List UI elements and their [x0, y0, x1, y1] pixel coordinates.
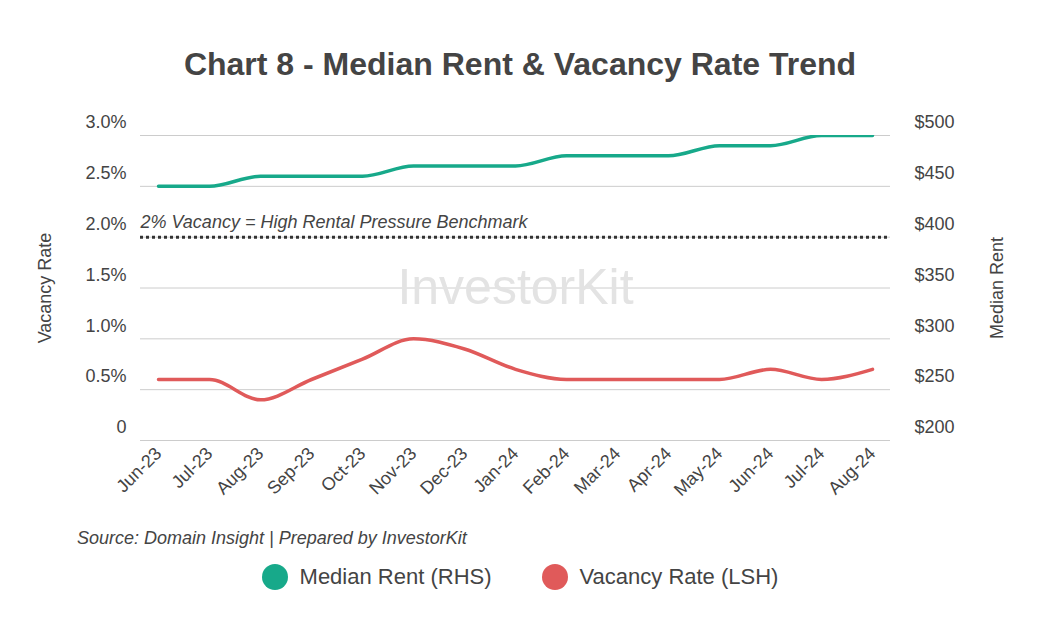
svg-text:Sep-23: Sep-23	[263, 443, 318, 498]
html-text:Vacancy Rate (LSH): Vacancy Rate (LSH)	[579, 564, 779, 589]
svg-text:Oct-23: Oct-23	[317, 443, 369, 495]
html-text:Median Rent (RHS): Median Rent (RHS)	[299, 564, 492, 589]
svg-text:Feb-24: Feb-24	[519, 443, 573, 497]
svg-text:2.0%: 2.0%	[85, 214, 126, 234]
html-text:Source: Domain Insight | Prepa: Source: Domain Insight | Prepared by Inv…	[77, 528, 467, 548]
svg-text:$350: $350	[915, 265, 955, 285]
svg-text:Jul-23: Jul-23	[168, 443, 217, 492]
svg-text:Vacancy Rate: Vacancy Rate	[35, 233, 55, 344]
svg-text:0: 0	[116, 417, 126, 437]
svg-text:Aug-24: Aug-24	[824, 443, 879, 498]
svg-text:Jul-24: Jul-24	[780, 443, 829, 492]
svg-text:May-24: May-24	[670, 443, 727, 500]
svg-text:Jan-24: Jan-24	[469, 443, 522, 496]
svg-text:Nov-23: Nov-23	[365, 443, 420, 498]
svg-text:$200: $200	[915, 417, 955, 437]
svg-text:2.5%: 2.5%	[85, 163, 126, 183]
svg-text:$500: $500	[915, 112, 955, 132]
svg-text:Aug-23: Aug-23	[212, 443, 267, 498]
svg-text:0.5%: 0.5%	[85, 366, 126, 386]
svg-text:1.5%: 1.5%	[85, 265, 126, 285]
svg-text:Apr-24: Apr-24	[623, 443, 675, 495]
svg-text:$400: $400	[915, 214, 955, 234]
svg-text:Jun-23: Jun-23	[112, 443, 165, 496]
html-text:Chart 8 - Median Rent & Vacanc: Chart 8 - Median Rent & Vacancy Rate Tre…	[183, 46, 857, 82]
svg-text:Dec-23: Dec-23	[416, 443, 471, 498]
svg-text:1.0%: 1.0%	[85, 316, 126, 336]
svg-text:$450: $450	[915, 163, 955, 183]
svg-text:Mar-24: Mar-24	[570, 443, 624, 497]
svg-text:$250: $250	[915, 366, 955, 386]
svg-text:$300: $300	[915, 316, 955, 336]
svg-text:2% Vacancy = High Rental Press: 2% Vacancy = High Rental Pressure Benchm…	[140, 212, 529, 232]
svg-text:Jun-24: Jun-24	[724, 443, 777, 496]
svg-text:InvestorKit: InvestorKit	[397, 259, 633, 315]
svg-text:3.0%: 3.0%	[85, 112, 126, 132]
svg-text:Median Rent: Median Rent	[987, 237, 1007, 339]
